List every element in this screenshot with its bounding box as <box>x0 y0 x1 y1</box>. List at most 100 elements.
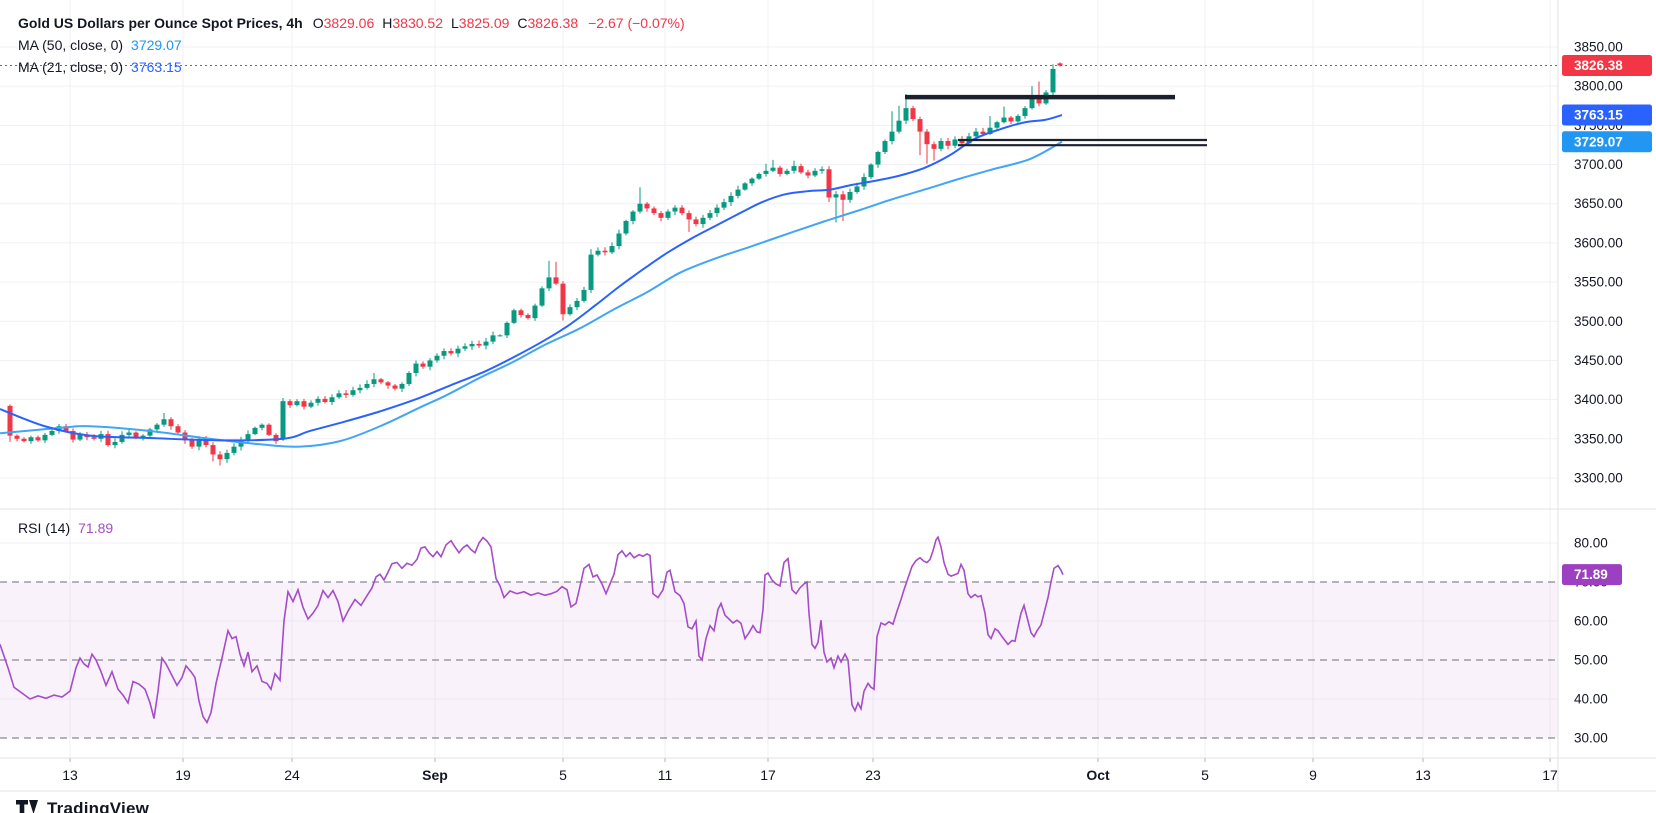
candle-body <box>126 432 132 435</box>
candle-body <box>448 351 454 354</box>
candle-body <box>266 424 272 435</box>
candle-body <box>728 195 734 203</box>
candle-body <box>217 454 223 460</box>
candle-body <box>595 250 601 255</box>
ma50-line[interactable] <box>0 140 1063 448</box>
candle-body <box>140 435 146 438</box>
candle-body <box>784 170 790 174</box>
ma21-legend-row[interactable]: MA (21, close, 0) 3763.15 <box>18 56 685 78</box>
rsi-legend-row[interactable]: RSI (14) 71.89 <box>18 517 113 539</box>
candle-body <box>623 220 629 234</box>
candle-body <box>770 167 776 171</box>
ma50-legend-row[interactable]: MA (50, close, 0) 3729.07 <box>18 34 685 56</box>
candle-body <box>420 363 426 367</box>
candle-body <box>70 430 76 440</box>
candle-body <box>658 213 664 218</box>
price-tick-label: 3700.00 <box>1574 157 1623 172</box>
symbol-legend-row[interactable]: Gold US Dollars per Ounce Spot Prices, 4… <box>18 12 685 34</box>
candle-body <box>196 438 202 447</box>
candle-body <box>854 186 860 192</box>
svg-text:3729.07: 3729.07 <box>1574 134 1623 149</box>
candle-body <box>574 300 580 308</box>
candle-body <box>336 393 342 398</box>
candle-body <box>189 440 195 447</box>
chart-canvas[interactable]: 3850.003800.003750.003700.003650.003600.… <box>0 0 1656 795</box>
candle-body <box>896 120 902 132</box>
candle-body <box>1029 98 1035 109</box>
candle-body <box>791 166 797 171</box>
candle-body <box>945 141 951 146</box>
candle-body <box>469 343 475 347</box>
ohlc-open: O3829.06 <box>312 15 375 31</box>
price-change: −2.67 (−0.07%) <box>588 15 685 31</box>
rsi-tick-label: 50.00 <box>1574 653 1608 668</box>
rsi-tick-label: 30.00 <box>1574 731 1608 746</box>
candle-body <box>763 170 769 174</box>
candle-body <box>77 434 83 440</box>
candle-body <box>539 288 545 306</box>
time-tick-label: 13 <box>62 767 78 783</box>
candle-body <box>693 219 699 225</box>
rsi-badge: 71.89 <box>1562 564 1622 586</box>
candle-body <box>1001 117 1007 123</box>
ma50-label: MA (50, close, 0) <box>18 37 124 53</box>
candle-body <box>651 208 657 214</box>
svg-text:71.89: 71.89 <box>1574 567 1608 582</box>
candle-body <box>301 401 307 407</box>
ma21-value: 3763.15 <box>131 59 182 75</box>
candle-body <box>672 207 678 212</box>
candle-body <box>735 189 741 196</box>
price-tick-label: 3550.00 <box>1574 275 1623 290</box>
time-axis-scale[interactable] <box>0 758 1656 791</box>
time-axis[interactable]: 13 19 24 Sep 5 11 17 23 Oct 5 9 13 17 <box>62 758 1558 783</box>
price-tick-label: 3600.00 <box>1574 235 1623 250</box>
candle-body <box>637 203 643 212</box>
candle-body <box>294 401 300 406</box>
rsi-pane[interactable] <box>0 510 1558 757</box>
tradingview-logo[interactable]: TradingView <box>16 799 149 813</box>
candle-body <box>910 108 916 120</box>
ma21-line[interactable] <box>0 114 1063 442</box>
price-tick-label: 3450.00 <box>1574 353 1623 368</box>
candle-body <box>1022 108 1028 116</box>
legend: Gold US Dollars per Ounce Spot Prices, 4… <box>18 12 685 78</box>
candle-body <box>231 446 237 453</box>
candle-body <box>105 434 111 446</box>
price-tick-label: 3650.00 <box>1574 196 1623 211</box>
time-tick-label: 23 <box>865 767 881 783</box>
candle-body <box>259 424 265 428</box>
candle-body <box>413 363 419 373</box>
svg-text:3826.38: 3826.38 <box>1574 58 1623 73</box>
candle-body <box>742 183 748 190</box>
rsi-line[interactable] <box>0 535 1064 725</box>
candle-body <box>707 213 713 218</box>
candle-body <box>665 211 671 218</box>
candle-body <box>168 419 174 427</box>
candle-body <box>903 108 909 121</box>
candle-body <box>14 435 20 439</box>
candle-body <box>847 191 853 200</box>
support-line[interactable] <box>958 138 1207 147</box>
candle-body <box>777 167 783 174</box>
price-axis-scale[interactable] <box>1558 0 1656 758</box>
price-tick-label: 3350.00 <box>1574 431 1623 446</box>
candle-body <box>119 434 125 442</box>
ohlc-close: C3826.38 <box>517 15 579 31</box>
price-tick-label: 3300.00 <box>1574 470 1623 485</box>
candle-body <box>308 402 314 407</box>
candle-body <box>553 277 559 284</box>
candle-body <box>203 438 209 446</box>
candle-body <box>406 372 412 384</box>
rsi-band <box>0 581 1558 739</box>
candle-body <box>987 127 993 134</box>
candle-body <box>504 322 510 336</box>
candle-body <box>602 250 608 253</box>
candle-body <box>812 170 818 176</box>
time-tick-label: 17 <box>1542 767 1558 783</box>
price-tick-label: 3500.00 <box>1574 314 1623 329</box>
candle-body <box>462 346 468 349</box>
candle-body <box>161 419 167 425</box>
rsi-tick-label: 60.00 <box>1574 614 1608 629</box>
candle-body <box>581 289 587 301</box>
pane-borders <box>0 0 1656 792</box>
